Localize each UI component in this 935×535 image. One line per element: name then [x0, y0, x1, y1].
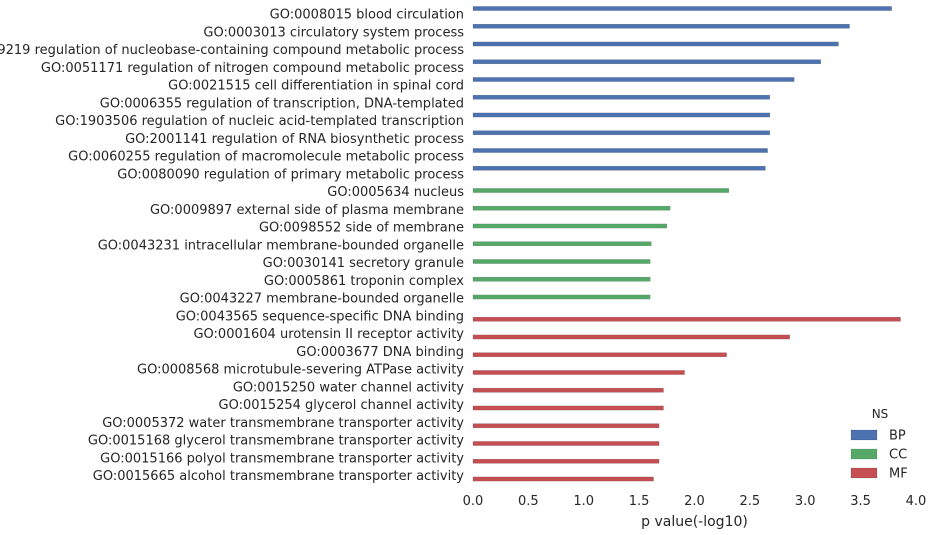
- legend-swatch-bp: [850, 429, 878, 441]
- x-axis-ticks: 0.0 0.5 1.0 1.5 2.0 2.5 3.0 3.5 4.0: [463, 494, 927, 509]
- category-label: GO:0051171 regulation of nitrogen compou…: [41, 61, 464, 76]
- x-tick-label: 4.0: [906, 494, 927, 509]
- legend-swatch-mf: [850, 467, 878, 479]
- category-label: GO:0015166 polyol transmembrane transpor…: [100, 451, 464, 466]
- category-label: GO:0060255 regulation of macromolecule m…: [68, 150, 464, 165]
- category-label: GO:0015250 water channel activity: [233, 380, 464, 395]
- legend: NS BP CC MF: [850, 407, 908, 482]
- bar-bp: [472, 6, 892, 11]
- bar-cc: [472, 188, 730, 193]
- bar-bp: [472, 41, 839, 47]
- category-label: GO:0005634 nucleus: [327, 185, 464, 200]
- bar-cc: [472, 241, 652, 247]
- bar-bp: [472, 23, 850, 29]
- x-tick-label: 3.5: [850, 494, 871, 509]
- category-label: GO:1903506 regulation of nucleic acid-te…: [55, 114, 464, 129]
- category-label: GO:0019219 regulation of nucleobase-cont…: [0, 43, 464, 58]
- category-label: GO:0003013 circulatory system process: [203, 25, 464, 40]
- legend-swatch-cc: [850, 448, 878, 460]
- x-tick-label: 2.5: [740, 494, 761, 509]
- bar-mf: [472, 458, 660, 464]
- legend-label-bp: BP: [889, 429, 906, 444]
- bars-layer: [472, 6, 901, 482]
- bar-bp: [472, 165, 766, 171]
- category-label: GO:0009897 external side of plasma membr…: [150, 203, 464, 218]
- category-label: GO:0043227 membrane-bounded organelle: [180, 292, 464, 307]
- bar-mf: [472, 334, 790, 340]
- category-label: GO:0043565 sequence-specific DNA binding: [176, 309, 464, 324]
- bar-cc: [472, 259, 651, 264]
- bar-bp: [472, 112, 771, 118]
- category-label: GO:2001141 regulation of RNA biosyntheti…: [125, 132, 464, 147]
- bar-mf: [472, 405, 664, 411]
- legend-label-mf: MF: [889, 467, 908, 482]
- bar-mf: [472, 476, 654, 482]
- category-label: GO:0015254 glycerol channel activity: [219, 398, 465, 413]
- bar-mf: [472, 352, 727, 358]
- category-label: GO:0008015 blood circulation: [270, 8, 464, 23]
- bar-cc: [472, 294, 651, 300]
- category-label: GO:0005372 water transmembrane transport…: [102, 416, 464, 431]
- bar-cc: [472, 205, 671, 211]
- legend-title: NS: [872, 407, 889, 421]
- bar-cc: [472, 223, 668, 229]
- x-tick-label: 2.0: [684, 494, 705, 509]
- bar-bp: [472, 59, 821, 65]
- x-tick-label: 1.5: [629, 494, 650, 509]
- category-label: GO:0080090 regulation of primary metabol…: [117, 167, 464, 182]
- x-tick-label: 0.5: [518, 494, 539, 509]
- x-axis-title: p value(-log10): [641, 514, 748, 530]
- category-label: GO:0015168 glycerol transmembrane transp…: [88, 434, 464, 449]
- bar-mf: [472, 387, 664, 393]
- category-label: GO:0003677 DNA binding: [296, 345, 464, 360]
- category-label: GO:0015665 alcohol transmembrane transpo…: [93, 469, 465, 484]
- category-label: GO:0008568 microtubule-severing ATPase a…: [137, 363, 464, 378]
- bar-cc: [472, 276, 651, 282]
- category-label: GO:0098552 side of membrane: [259, 221, 464, 236]
- x-tick-label: 1.0: [573, 494, 594, 509]
- bar-bp: [472, 94, 771, 100]
- x-tick-label: 0.0: [463, 494, 484, 509]
- category-label: GO:0001604 urotensin II receptor activit…: [193, 327, 464, 342]
- category-label: GO:0006355 regulation of transcription, …: [100, 96, 464, 111]
- bar-mf: [472, 316, 901, 322]
- bar-mf: [472, 441, 660, 446]
- bar-bp: [472, 148, 768, 153]
- bar-mf: [472, 423, 660, 429]
- bar-mf: [472, 370, 685, 375]
- legend-label-cc: CC: [889, 448, 907, 463]
- bar-bp: [472, 130, 771, 136]
- category-label: GO:0021515 cell differentiation in spina…: [168, 79, 464, 94]
- x-tick-label: 3.0: [795, 494, 816, 509]
- category-label: GO:0030141 secretory granule: [263, 256, 464, 271]
- bar-bp: [472, 77, 795, 82]
- category-labels: GO:0008015 blood circulation GO:0003013 c…: [0, 8, 464, 485]
- category-label: GO:0005861 troponin complex: [264, 274, 464, 289]
- category-label: GO:0043231 intracellular membrane-bounde…: [98, 238, 464, 253]
